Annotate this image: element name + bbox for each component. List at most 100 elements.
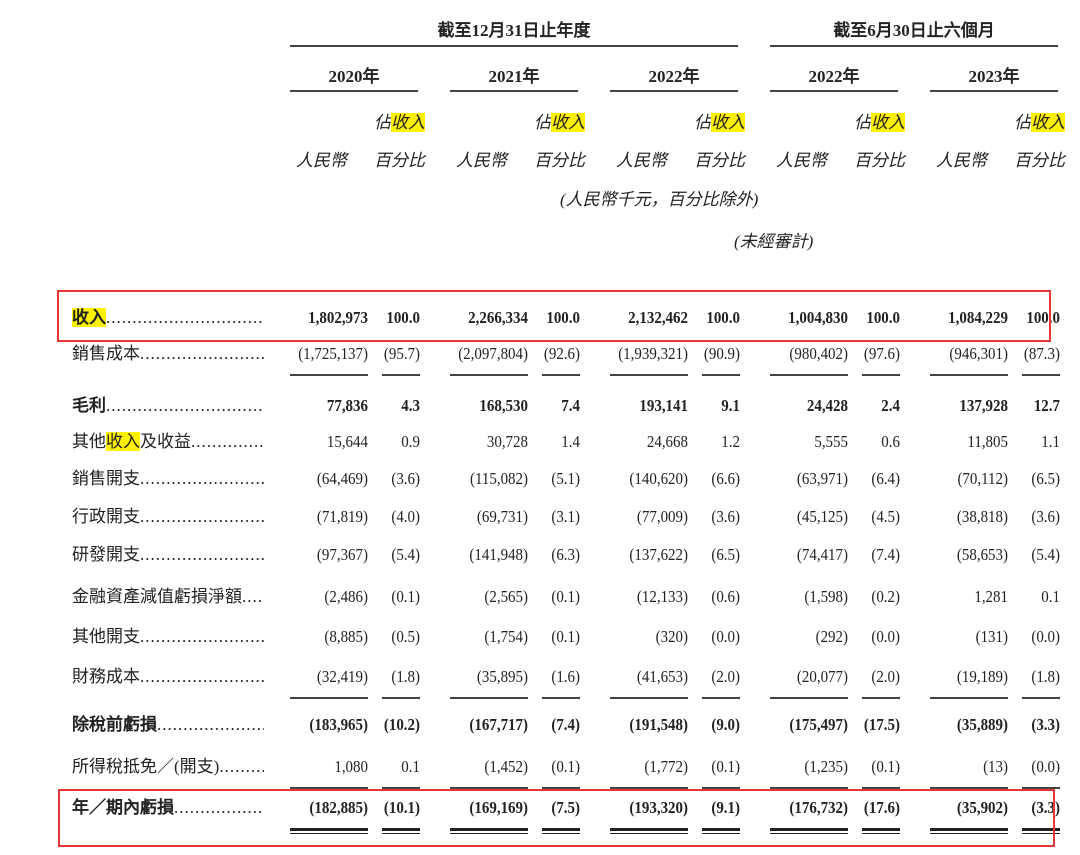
underline bbox=[382, 374, 420, 376]
pct-label-prefix: 佔 bbox=[694, 113, 711, 132]
underline bbox=[862, 374, 900, 376]
amount-cell: (32,419) bbox=[316, 667, 368, 686]
amount-cell: 1,802,973 bbox=[308, 308, 368, 327]
rmb-label: 人民幣 bbox=[296, 151, 347, 170]
percent-cell: 0.6 bbox=[881, 432, 900, 451]
double-underline bbox=[862, 828, 900, 834]
percent-cell: (87.3) bbox=[1023, 344, 1060, 363]
underline bbox=[770, 697, 848, 699]
divider bbox=[930, 90, 1058, 92]
percent-cell: (0.2) bbox=[871, 587, 900, 606]
row-label-text: 銷售成本 bbox=[72, 344, 140, 363]
amount-cell: (45,125) bbox=[796, 507, 848, 526]
amount-cell: (71,819) bbox=[316, 507, 368, 526]
percent-cell: (4.0) bbox=[391, 507, 420, 526]
pct-label-highlight: 收入 bbox=[1031, 113, 1065, 132]
period-header-year: 截至12月31日止年度 bbox=[437, 21, 591, 40]
amount-cell: (35,889) bbox=[956, 715, 1008, 734]
amount-cell: (35,895) bbox=[476, 667, 528, 686]
percent-cell: 0.1 bbox=[401, 757, 420, 776]
percent-cell: (17.5) bbox=[863, 715, 900, 734]
amount-cell: (980,402) bbox=[789, 344, 848, 363]
amount-cell: 2,132,462 bbox=[628, 308, 688, 327]
underline bbox=[450, 787, 528, 789]
leader-dots: .................................. bbox=[157, 715, 264, 734]
row-label-text: 除稅前虧損 bbox=[72, 715, 157, 734]
pct-label-highlight: 收入 bbox=[551, 113, 585, 132]
underline bbox=[702, 697, 740, 699]
amount-cell: (176,732) bbox=[789, 798, 848, 817]
pct-label-highlight: 收入 bbox=[711, 113, 745, 132]
amount-cell: 24,428 bbox=[806, 396, 848, 415]
pct-of-revenue-label: 佔收入 bbox=[694, 108, 745, 133]
row-label: 收入 .................................. bbox=[72, 306, 264, 330]
row-label-text: 金融資產減值虧損淨額 bbox=[72, 587, 242, 606]
highlighted-term: 收入 bbox=[106, 432, 140, 451]
underline bbox=[702, 787, 740, 789]
amount-cell: (1,598) bbox=[804, 587, 848, 606]
percent-cell: (9.0) bbox=[711, 715, 740, 734]
underline bbox=[382, 787, 420, 789]
percent-cell: (0.5) bbox=[391, 627, 420, 646]
percent-cell: (1.8) bbox=[1031, 667, 1060, 686]
percent-cell: 100.0 bbox=[386, 308, 420, 327]
percent-cell: (9.1) bbox=[711, 798, 740, 817]
percent-cell: (10.1) bbox=[383, 798, 420, 817]
underline bbox=[930, 697, 1008, 699]
underline bbox=[862, 697, 900, 699]
amount-cell: (1,452) bbox=[484, 757, 528, 776]
percent-cell: (0.0) bbox=[871, 627, 900, 646]
row-label: 所得稅抵免／(開支) .............................… bbox=[72, 755, 264, 779]
leader-dots: .................................. bbox=[140, 507, 264, 526]
percent-cell: 1.2 bbox=[721, 432, 740, 451]
row-label: 研發開支 .................................. bbox=[72, 543, 264, 567]
leader-dots: .................................. bbox=[174, 798, 264, 817]
amount-cell: (2,097,804) bbox=[458, 344, 528, 363]
pct-label-highlight: 收入 bbox=[871, 113, 905, 132]
row-label: 其他開支 .................................. bbox=[72, 625, 264, 649]
amount-cell: (292) bbox=[815, 627, 848, 646]
amount-cell: 1,281 bbox=[974, 587, 1008, 606]
amount-cell: 15,644 bbox=[326, 432, 368, 451]
amount-cell: (13) bbox=[983, 757, 1008, 776]
row-label-text: 其他開支 bbox=[72, 627, 140, 646]
percent-cell: (0.0) bbox=[1031, 627, 1060, 646]
leader-dots: .................................. bbox=[140, 667, 264, 686]
highlight-box-loss bbox=[58, 789, 1055, 847]
percentage-label: 百分比 bbox=[694, 151, 745, 170]
leader-dots: .................................. bbox=[140, 344, 264, 363]
amount-cell: (2,565) bbox=[484, 587, 528, 606]
percent-cell: (6.5) bbox=[1031, 469, 1060, 488]
percent-cell: (10.2) bbox=[383, 715, 420, 734]
year-header: 2020年 bbox=[328, 67, 380, 86]
amount-cell: 1,004,830 bbox=[788, 308, 848, 327]
leader-dots: .................................. bbox=[191, 432, 264, 451]
pct-of-revenue-label: 佔收入 bbox=[1014, 108, 1065, 133]
percentage-label: 百分比 bbox=[374, 151, 425, 170]
double-underline bbox=[770, 828, 848, 834]
amount-cell: (20,077) bbox=[796, 667, 848, 686]
percent-cell: (90.9) bbox=[703, 344, 740, 363]
divider bbox=[770, 90, 898, 92]
percent-cell: (0.1) bbox=[551, 757, 580, 776]
percent-cell: (0.6) bbox=[711, 587, 740, 606]
amount-cell: 1,080 bbox=[334, 757, 368, 776]
amount-cell: (77,009) bbox=[636, 507, 688, 526]
percent-cell: 0.1 bbox=[1041, 587, 1060, 606]
percent-cell: 4.3 bbox=[401, 396, 420, 415]
highlight-box-revenue bbox=[57, 290, 1051, 342]
percent-cell: 100.0 bbox=[706, 308, 740, 327]
amount-cell: 2,266,334 bbox=[468, 308, 528, 327]
percent-cell: (7.5) bbox=[551, 798, 580, 817]
amount-cell: (320) bbox=[655, 627, 688, 646]
row-label-text: 銷售開支 bbox=[72, 469, 140, 488]
percent-cell: (7.4) bbox=[551, 715, 580, 734]
row-label-text: 收入 bbox=[72, 306, 106, 330]
percent-cell: (7.4) bbox=[871, 545, 900, 564]
amount-cell: (58,653) bbox=[956, 545, 1008, 564]
rmb-label: 人民幣 bbox=[456, 151, 507, 170]
amount-cell: (182,885) bbox=[309, 798, 368, 817]
amount-cell: (97,367) bbox=[316, 545, 368, 564]
pct-of-revenue-label: 佔收入 bbox=[534, 108, 585, 133]
year-header: 2023年 bbox=[968, 67, 1020, 86]
